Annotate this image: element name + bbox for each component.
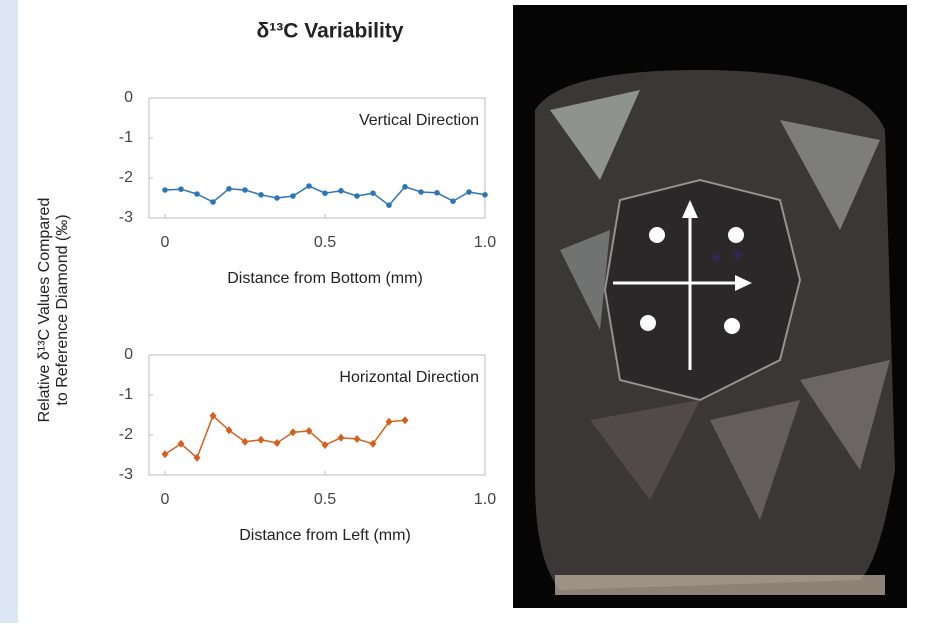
x-axis-label: Distance from Bottom (mm) [227, 270, 423, 287]
side-strip [0, 0, 18, 623]
y-tick-label: 0 [124, 89, 133, 106]
x-tick-label: 1.0 [474, 491, 496, 508]
data-point [290, 193, 296, 199]
data-point [338, 188, 344, 194]
x-tick-label: 0 [161, 234, 170, 251]
data-point [466, 189, 472, 195]
data-point [194, 191, 200, 197]
y-tick-label: -2 [119, 426, 133, 443]
y-tick-label: -1 [119, 386, 133, 403]
x-tick-label: 0.5 [314, 491, 336, 508]
y-tick-label: -3 [119, 466, 133, 483]
data-point [434, 190, 440, 196]
data-point [162, 450, 169, 458]
annotation: Horizontal Direction [339, 369, 479, 386]
data-point [210, 199, 216, 205]
data-point [402, 184, 408, 190]
x-tick-label: 0.5 [314, 234, 336, 251]
data-point [418, 189, 424, 195]
data-point [226, 186, 232, 192]
x-tick-label: 1.0 [474, 234, 496, 251]
data-point [242, 438, 249, 446]
data-point [322, 190, 328, 196]
x-axis-label: Distance from Left (mm) [239, 527, 411, 544]
series-line [165, 416, 405, 458]
y-tick-label: -1 [119, 129, 133, 146]
x-tick-label: 0 [161, 491, 170, 508]
data-point [274, 439, 281, 447]
data-point [338, 434, 345, 442]
y-tick-label: -2 [119, 169, 133, 186]
data-point [162, 187, 168, 193]
data-point [370, 190, 376, 196]
data-point [178, 186, 184, 192]
photo [513, 5, 907, 608]
y-tick-label: -3 [119, 209, 133, 226]
figure: δ¹³C Variability Relative δ¹³C Values Co… [0, 0, 925, 623]
data-point [354, 193, 360, 199]
data-point [242, 187, 248, 193]
data-point [306, 183, 312, 189]
annotation: Vertical Direction [359, 112, 479, 129]
y-tick-label: 0 [124, 346, 133, 363]
data-point [450, 198, 456, 204]
data-point [354, 435, 361, 443]
data-point [258, 436, 265, 444]
figure-title: δ¹³C Variability [257, 20, 404, 43]
y-axis-label: Relative δ¹³C Values Compared to Referen… [36, 198, 71, 423]
data-point [402, 416, 409, 424]
data-point [274, 195, 280, 201]
y-label-line: Relative δ¹³C Values Compared [36, 198, 53, 423]
y-label-line: to Reference Diamond (‰) [54, 214, 71, 405]
data-point [290, 428, 297, 436]
data-point [386, 202, 392, 208]
data-point [482, 192, 488, 198]
data-point [258, 192, 264, 198]
